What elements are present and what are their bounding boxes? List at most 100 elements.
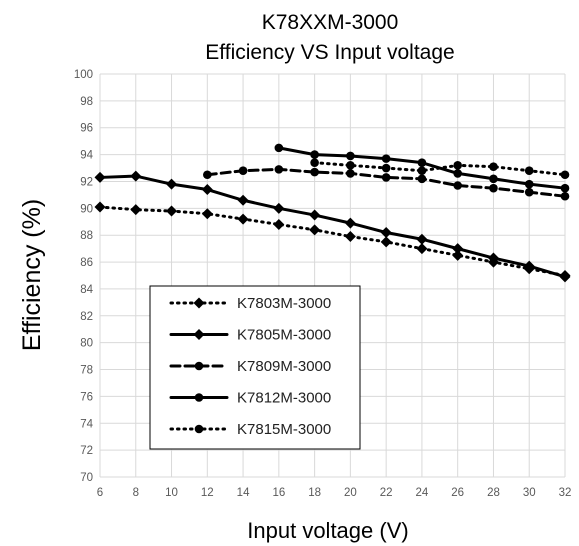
data-point bbox=[489, 183, 498, 193]
data-point bbox=[416, 233, 428, 245]
x-tick-label: 20 bbox=[344, 487, 357, 499]
data-point bbox=[273, 218, 285, 230]
data-point bbox=[274, 143, 284, 153]
data-point bbox=[453, 161, 462, 170]
data-point bbox=[417, 166, 427, 176]
data-point bbox=[309, 224, 321, 236]
x-tick-label: 24 bbox=[416, 487, 429, 499]
x-tick-label: 8 bbox=[133, 487, 139, 499]
legend-marker bbox=[193, 329, 205, 340]
y-tick-label: 74 bbox=[80, 418, 93, 430]
data-point bbox=[310, 158, 319, 167]
data-point bbox=[416, 243, 428, 255]
data-point bbox=[489, 174, 498, 184]
y-tick-label: 76 bbox=[80, 391, 93, 403]
data-point bbox=[452, 249, 464, 261]
x-tick-label: 26 bbox=[451, 487, 464, 499]
data-point bbox=[238, 166, 248, 176]
data-point bbox=[380, 236, 392, 248]
legend-label: K7809M-3000 bbox=[237, 358, 331, 375]
chart-title: K78XXM-3000 bbox=[262, 11, 399, 34]
data-point bbox=[273, 202, 285, 214]
series-line bbox=[205, 167, 567, 198]
data-point bbox=[524, 179, 534, 189]
y-tick-label: 86 bbox=[80, 257, 93, 269]
legend-entry: K7809M-3000 bbox=[169, 358, 331, 375]
data-point bbox=[166, 178, 178, 190]
legend-marker bbox=[194, 361, 204, 371]
y-tick-label: 82 bbox=[80, 311, 93, 323]
chart-subtitle: Efficiency VS Input voltage bbox=[205, 41, 454, 64]
data-point bbox=[524, 166, 534, 176]
data-point bbox=[559, 271, 571, 283]
y-tick-label: 92 bbox=[80, 176, 93, 188]
y-tick-label: 84 bbox=[80, 284, 93, 296]
y-tick-label: 78 bbox=[80, 365, 93, 377]
data-point bbox=[560, 170, 570, 180]
data-point bbox=[346, 151, 355, 161]
series-group bbox=[94, 143, 571, 283]
x-tick-label: 18 bbox=[308, 487, 321, 499]
data-point bbox=[94, 171, 106, 183]
y-tick-label: 96 bbox=[80, 123, 93, 135]
x-tick-label: 32 bbox=[559, 487, 572, 499]
x-tick-label: 14 bbox=[237, 487, 250, 499]
data-point bbox=[346, 169, 355, 178]
legend-label: K7805M-3000 bbox=[237, 327, 331, 344]
data-point bbox=[237, 213, 249, 225]
data-point bbox=[381, 173, 391, 182]
legend-marker bbox=[193, 297, 205, 309]
legend-entry: K7812M-3000 bbox=[169, 390, 331, 407]
legend-entry: K7815M-3000 bbox=[169, 421, 331, 438]
data-point bbox=[560, 191, 570, 201]
series-line bbox=[313, 161, 567, 177]
data-point bbox=[166, 205, 178, 217]
legend-label: K7815M-3000 bbox=[237, 421, 331, 438]
x-tick-label: 16 bbox=[272, 487, 285, 499]
data-point bbox=[487, 252, 499, 264]
legend-marker bbox=[194, 393, 204, 402]
y-tick-label: 70 bbox=[80, 472, 93, 484]
series-1 bbox=[94, 201, 571, 281]
data-point bbox=[344, 231, 356, 243]
legend-entries: K7803M-3000 K7805M-3000 K7809M-3000 K7812M-… bbox=[169, 295, 331, 438]
data-point bbox=[380, 227, 392, 239]
series-line bbox=[98, 205, 567, 277]
data-point bbox=[452, 243, 464, 255]
legend-label: K7812M-3000 bbox=[237, 390, 331, 407]
data-point bbox=[201, 184, 213, 196]
y-tick-label: 94 bbox=[80, 150, 93, 162]
series-5 bbox=[310, 158, 570, 180]
data-point bbox=[381, 154, 391, 163]
legend-entry: K7805M-3000 bbox=[169, 327, 331, 344]
series-3 bbox=[203, 165, 570, 201]
data-point bbox=[344, 217, 356, 229]
y-tick-label: 72 bbox=[80, 445, 93, 457]
x-tick-label: 6 bbox=[97, 487, 103, 499]
data-point bbox=[310, 150, 319, 159]
y-tick-label: 80 bbox=[80, 338, 93, 350]
data-point bbox=[381, 163, 391, 173]
x-tick-label: 22 bbox=[380, 487, 393, 499]
data-point bbox=[524, 187, 534, 197]
legend-marker bbox=[194, 424, 204, 434]
series-2 bbox=[94, 170, 571, 283]
series-4 bbox=[274, 143, 570, 193]
x-tick-label: 30 bbox=[523, 487, 536, 499]
data-point bbox=[453, 181, 462, 190]
y-axis-label: Efficiency (%) bbox=[18, 199, 46, 351]
data-point bbox=[310, 167, 319, 177]
data-point bbox=[130, 170, 142, 182]
y-tick-labels: 70 72 74 76 78 80 82 84 86 88 90 92 94 96 98 100 bbox=[74, 69, 94, 484]
x-tick-label: 12 bbox=[201, 487, 214, 499]
series-line bbox=[98, 174, 567, 279]
legend-label: K7803M-3000 bbox=[237, 295, 331, 312]
y-tick-label: 90 bbox=[80, 203, 93, 215]
data-point bbox=[274, 165, 284, 174]
data-point bbox=[417, 158, 427, 167]
data-point bbox=[453, 169, 462, 178]
x-axis-label: Input voltage (V) bbox=[247, 518, 408, 543]
data-point bbox=[560, 183, 570, 193]
legend-entry: K7803M-3000 bbox=[169, 295, 331, 312]
